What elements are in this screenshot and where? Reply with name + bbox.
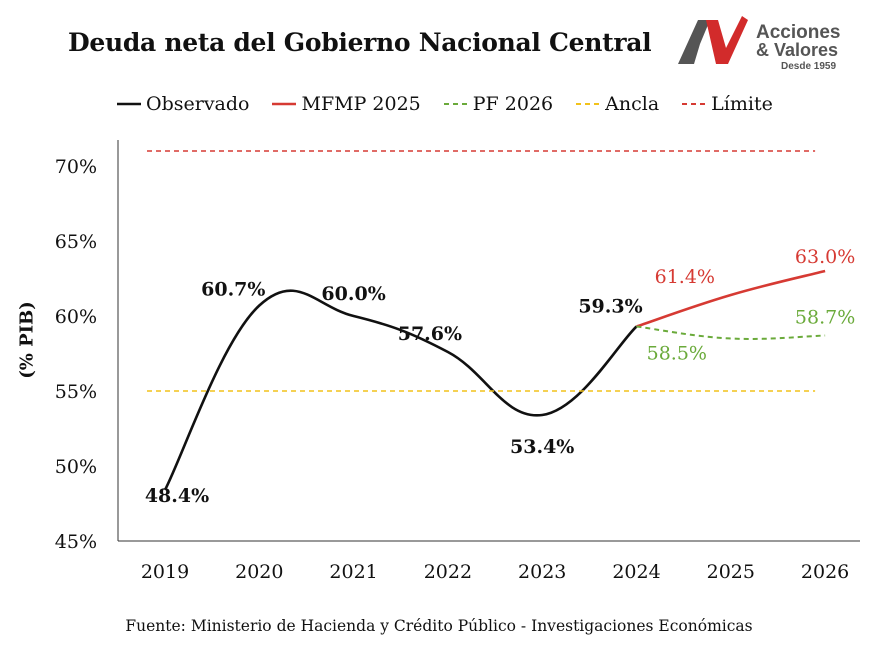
data-label-observado: 60.0% — [321, 283, 385, 305]
y-tick-label: 60% — [55, 306, 97, 328]
legend-label: MFMP 2025 — [301, 93, 421, 115]
x-tick-label: 2024 — [612, 561, 660, 583]
legend-item-pf-2026: PF 2026 — [443, 93, 553, 115]
x-tick-label: 2019 — [141, 561, 189, 583]
legend-item-ancla: Ancla — [575, 93, 659, 115]
x-tick-label: 2022 — [424, 561, 472, 583]
series-mfmp-2025-line — [636, 269, 826, 328]
legend-swatch — [272, 102, 297, 106]
series-observado-line — [163, 289, 638, 491]
x-tick-label: 2025 — [707, 561, 755, 583]
logo-line3: Desde 1959 — [781, 61, 836, 72]
x-tick-label: 2020 — [235, 561, 283, 583]
y-tick-label: 55% — [55, 381, 97, 403]
data-label-pf-2026: 58.5% — [647, 343, 707, 365]
legend-item-observado: Observado — [116, 93, 249, 115]
y-tick-label: 70% — [55, 156, 97, 178]
legend-label: Ancla — [605, 93, 660, 115]
legend-label: Límite — [711, 93, 773, 115]
data-label-observado: 60.7% — [201, 279, 265, 301]
chart-legend: Observado MFMP 2025 PF 2026 Ancla Límite — [116, 93, 795, 115]
chart-title: Deuda neta del Gobierno Nacional Central — [68, 28, 652, 57]
y-tick-label: 50% — [55, 456, 97, 478]
data-label-mfmp-2025: 61.4% — [655, 266, 715, 288]
logo-line2: & Valores — [756, 40, 838, 60]
source-note: Fuente: Ministerio de Hacienda y Crédito… — [125, 617, 753, 635]
data-label-observado: 59.3% — [578, 296, 642, 318]
y-tick-label: 45% — [55, 531, 97, 553]
legend-swatch — [443, 103, 468, 105]
data-label-observado: 48.4% — [145, 485, 209, 507]
company-logo: Acciones & Valores Desde 1959 — [678, 16, 840, 72]
data-label-pf-2026: 58.7% — [795, 307, 855, 329]
series-pf-2026-line — [636, 325, 826, 340]
data-label-mfmp-2025: 63.0% — [795, 246, 855, 268]
logo-v-shape — [706, 16, 748, 64]
x-tick-label: 2023 — [518, 561, 566, 583]
legend-swatch — [682, 103, 707, 105]
logo-a-shape — [678, 20, 710, 64]
x-tick-label: 2021 — [329, 561, 377, 583]
logo-line1: Acciones — [756, 22, 840, 43]
legend-swatch — [117, 102, 141, 106]
legend-label: PF 2026 — [472, 93, 554, 115]
y-tick-label: 65% — [55, 231, 97, 253]
legend-item-mfmp-2025: MFMP 2025 — [271, 93, 421, 115]
x-tick-label: 2026 — [801, 561, 849, 583]
data-label-observado: 57.6% — [398, 323, 462, 345]
legend-item-limite: Límite — [681, 93, 773, 115]
legend-swatch — [576, 103, 601, 105]
legend-label: Observado — [146, 93, 250, 115]
data-label-observado: 53.4% — [510, 436, 574, 458]
